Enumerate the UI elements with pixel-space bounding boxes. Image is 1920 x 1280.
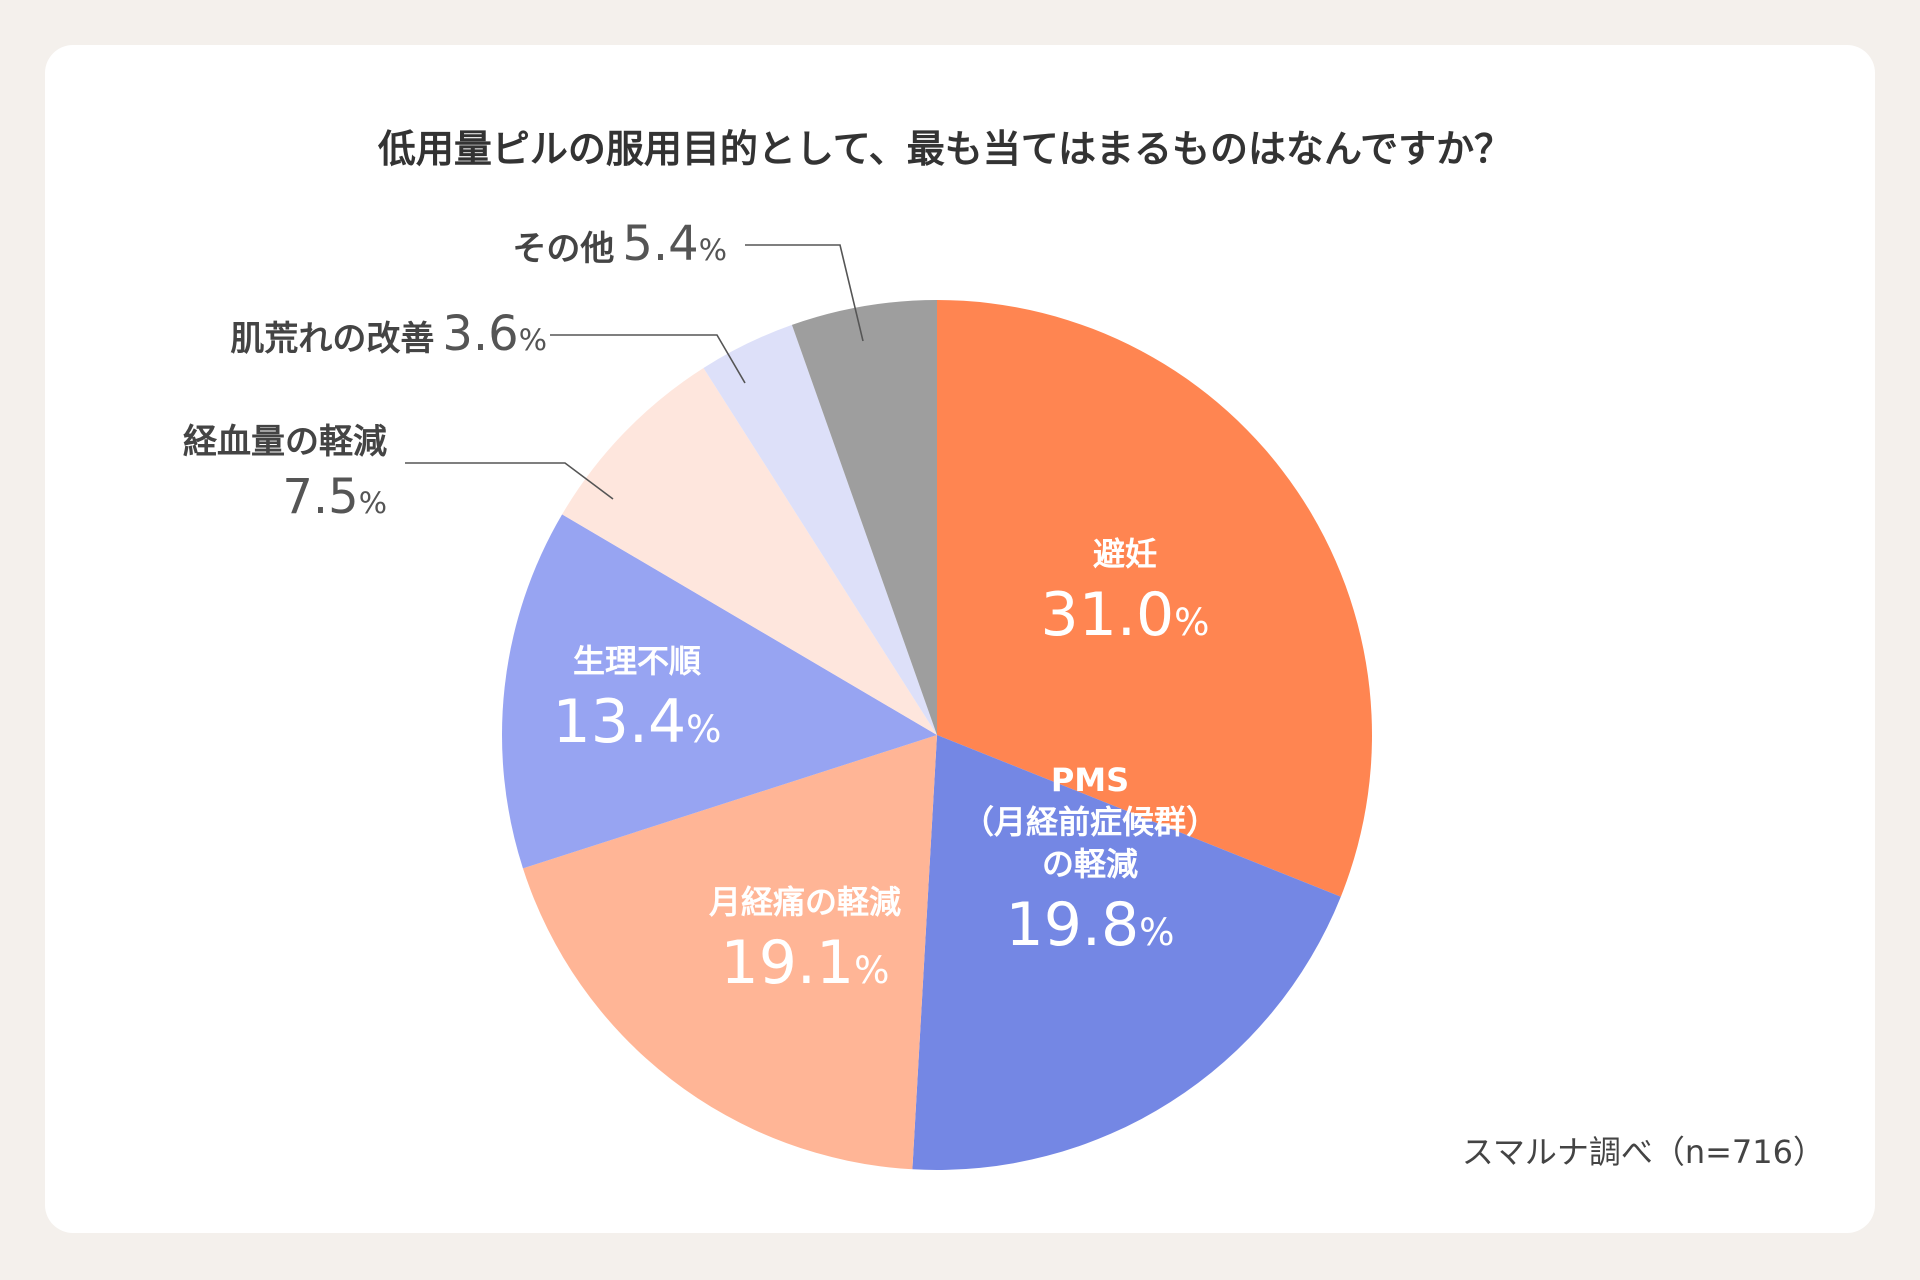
slice-name: の軽減 — [1042, 845, 1138, 883]
slice-irregular-period — [501, 514, 937, 869]
slice-value: 5.4% — [622, 216, 727, 272]
pie-chart: 低用量ピルの服用目的として、最も当てはまるものはなんですか？ 避妊 31.0% PM… — [183, 127, 1825, 1171]
slice-pms — [912, 735, 1341, 1170]
slice-value: 13.4% — [553, 687, 722, 757]
slice-name: 避妊 — [1093, 535, 1157, 573]
pie-labels: 避妊 31.0% PMS （月経前症候群） の軽減 19.8% 月経痛の軽減 19.1% 生理不… — [183, 216, 1218, 998]
slice-name: 肌荒れの改善 — [230, 319, 434, 359]
chart-title: 低用量ピルの服用目的として、最も当てはまるものはなんですか？ — [378, 127, 1512, 171]
label-other: その他 5.4% — [512, 216, 864, 342]
label-pms: PMS （月経前症候群） の軽減 19.8% — [962, 761, 1218, 960]
slice-name: その他 — [512, 229, 614, 269]
pie-slices — [501, 300, 1372, 1170]
label-menstrual-pain: 月経痛の軽減 19.1% — [709, 883, 901, 998]
source-note: スマルナ調べ（n=716） — [1462, 1133, 1825, 1171]
label-menstrual-flow: 経血量の軽減 7.5% — [183, 422, 614, 525]
slice-name: 経血量の軽減 — [183, 422, 387, 462]
slice-menstrual-pain — [522, 735, 937, 1170]
slice-value: 31.0% — [1041, 580, 1210, 650]
slice-name: 生理不順 — [573, 642, 701, 680]
slice-contraception — [937, 300, 1372, 897]
leader-line — [745, 244, 864, 342]
slice-value: 3.6% — [442, 306, 547, 362]
slice-name: 月経痛の軽減 — [709, 883, 901, 921]
label-skin: 肌荒れの改善 3.6% — [230, 306, 746, 384]
slice-name: PMS — [1051, 761, 1129, 799]
slice-skin — [703, 324, 937, 735]
label-irregular-period: 生理不順 13.4% — [553, 642, 722, 757]
chart-card: 低用量ピルの服用目的として、最も当てはまるものはなんですか？ 避妊 31.0% PM… — [45, 45, 1875, 1233]
leader-line — [405, 462, 614, 500]
slice-value: 19.8% — [1006, 890, 1175, 960]
slice-menstrual-flow — [562, 367, 937, 735]
slice-value: 7.5% — [282, 469, 387, 525]
label-contraception: 避妊 31.0% — [1041, 535, 1210, 650]
slice-value: 19.1% — [721, 928, 890, 998]
slice-name: （月経前症候群） — [962, 803, 1218, 841]
leader-line — [550, 334, 746, 384]
slice-other — [791, 300, 937, 735]
